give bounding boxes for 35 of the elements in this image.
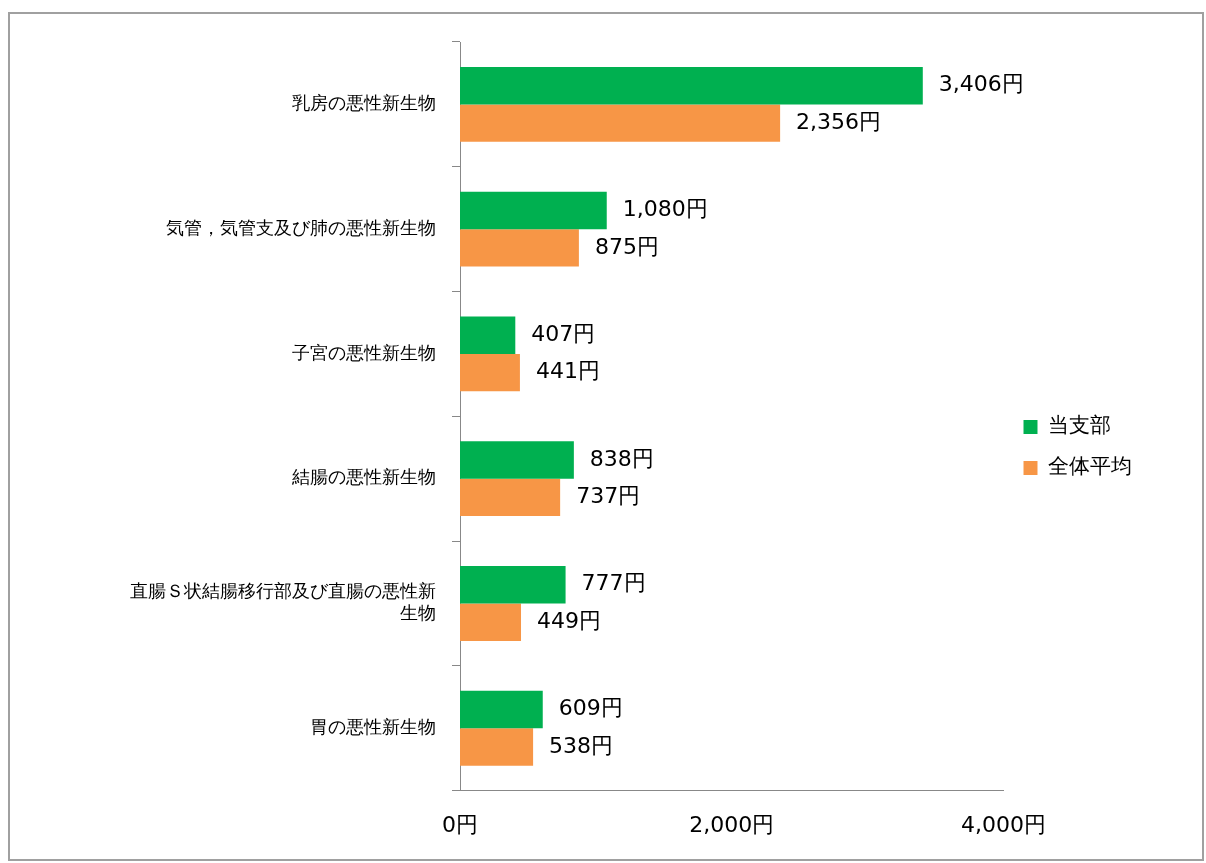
bar <box>460 191 607 230</box>
y-tick-label: 子宮の悪性新生物 <box>292 341 436 363</box>
y-tick-label: 気管，気管支及び肺の悪性新生物 <box>166 216 436 238</box>
data-label: 875円 <box>594 233 659 259</box>
y-tick-label: 胃の悪性新生物 <box>310 715 436 737</box>
y-tick-label: 結腸の悪性新生物 <box>291 466 436 488</box>
data-label: 1,080円 <box>622 196 708 222</box>
y-tick-label: 乳房の悪性新生物 <box>292 92 436 114</box>
bar <box>460 353 520 392</box>
bar <box>460 478 561 517</box>
bar <box>460 316 516 354</box>
bar <box>460 229 579 267</box>
data-label: 737円 <box>576 483 641 509</box>
bar <box>460 566 566 604</box>
data-label: 838円 <box>589 445 654 471</box>
bar <box>460 66 923 105</box>
bar <box>460 104 781 142</box>
x-tick-label: 4,000円 <box>961 811 1046 837</box>
data-label: 3,406円 <box>938 71 1024 97</box>
data-label: 441円 <box>535 358 600 384</box>
legend-label: 当支部 <box>1048 413 1111 438</box>
legend-label: 全体平均 <box>1048 454 1132 479</box>
data-label: 2,356円 <box>796 108 882 134</box>
bar <box>460 441 574 479</box>
data-label: 407円 <box>531 320 596 346</box>
data-label: 777円 <box>581 570 646 596</box>
bar <box>460 603 522 641</box>
x-tick-label: 0円 <box>442 811 478 837</box>
y-tick-label: 直腸Ｓ状結腸移行部及び直腸の悪性新生物 <box>130 580 436 623</box>
x-tick-label: 2,000円 <box>689 811 775 837</box>
data-label: 538円 <box>549 732 614 758</box>
data-label: 609円 <box>558 695 623 721</box>
bar <box>460 728 534 766</box>
data-label: 449円 <box>537 607 602 633</box>
bar <box>460 690 543 729</box>
